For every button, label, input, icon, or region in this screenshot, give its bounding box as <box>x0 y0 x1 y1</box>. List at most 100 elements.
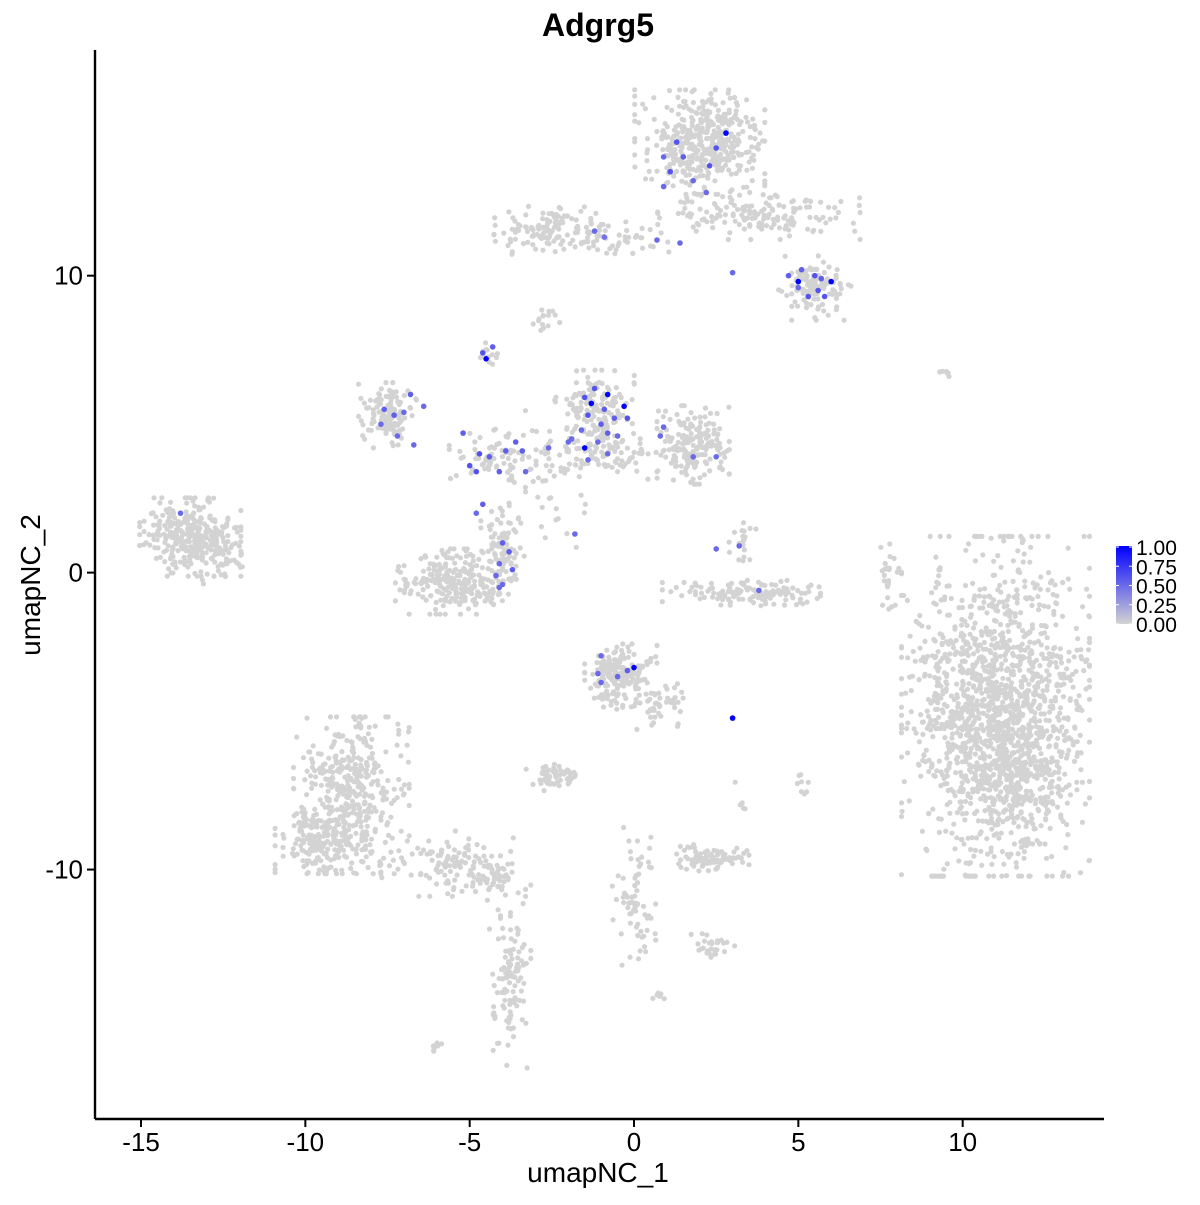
cell-point <box>725 90 731 96</box>
cell-point <box>391 786 397 792</box>
cell-point <box>185 573 191 579</box>
cell-point <box>380 788 386 795</box>
cell-point <box>705 169 711 175</box>
cell-point <box>1046 784 1052 791</box>
cell-point <box>987 648 993 654</box>
cell-point <box>663 699 670 705</box>
cell-point <box>984 773 990 779</box>
cell-point <box>533 428 540 434</box>
cell-point <box>440 551 446 557</box>
cell-point <box>923 747 929 753</box>
cell-point <box>443 578 449 584</box>
cell-point <box>968 612 974 618</box>
cell-point <box>979 678 985 684</box>
cell-point <box>457 860 463 866</box>
cell-point <box>510 989 516 995</box>
cell-point <box>613 460 619 466</box>
cell-point <box>614 456 621 462</box>
cell-point <box>1046 662 1052 668</box>
cell-point <box>569 429 575 435</box>
cell-point <box>1043 717 1049 723</box>
cell-point <box>1022 837 1028 843</box>
cell-point <box>346 822 352 828</box>
cell-point <box>688 410 694 416</box>
cell-point <box>691 87 697 93</box>
cell-point <box>1055 735 1061 741</box>
cell-point <box>712 178 718 184</box>
cell-point <box>705 175 711 181</box>
cell-point <box>737 192 743 198</box>
cell-point <box>1030 759 1036 765</box>
cell-point <box>535 475 542 481</box>
cell-point <box>438 868 444 874</box>
cell-point <box>485 566 491 572</box>
cell-point <box>691 458 697 464</box>
cell-point <box>1007 709 1013 715</box>
cell-point <box>452 877 458 883</box>
cell-point <box>933 585 939 591</box>
cell-point <box>536 222 542 228</box>
cell-point <box>659 587 665 593</box>
cell-point <box>488 444 495 450</box>
cell-point <box>578 465 584 471</box>
cell-point <box>324 855 331 861</box>
cell-point <box>443 587 449 593</box>
cell-point <box>803 300 810 306</box>
cell-point <box>150 510 156 516</box>
cell-point <box>637 436 643 442</box>
cell-point <box>919 828 926 834</box>
cell-point <box>717 426 723 432</box>
cell-point <box>698 432 704 438</box>
cell-point <box>678 463 684 469</box>
cell-point <box>522 408 529 414</box>
cell-point <box>677 708 684 715</box>
cell-point <box>392 580 398 586</box>
cell-point <box>585 374 591 380</box>
cell-point <box>528 882 534 888</box>
cell-point <box>468 575 474 581</box>
cell-point <box>211 534 217 540</box>
cell-point <box>365 864 371 871</box>
cell-point <box>369 736 375 743</box>
cell-point <box>1052 698 1058 704</box>
cell-point <box>1023 788 1029 794</box>
cell-point <box>705 123 711 129</box>
cell-point <box>604 400 611 406</box>
cell-point <box>594 406 600 412</box>
cell-point <box>1029 602 1035 609</box>
cell-point <box>802 271 808 277</box>
cell-point <box>766 211 772 217</box>
cell-point <box>515 931 521 937</box>
cell-point <box>478 518 484 524</box>
cell-point <box>492 552 498 558</box>
cell-point <box>577 445 583 452</box>
cell-point <box>1015 739 1021 745</box>
cell-point <box>960 786 967 793</box>
cell-point <box>806 204 813 210</box>
cell-point <box>1036 745 1043 751</box>
cell-point <box>624 227 630 234</box>
cell-point <box>993 727 999 733</box>
cell-point <box>680 210 686 216</box>
cell-point <box>657 703 663 709</box>
cell-point <box>290 764 297 771</box>
cell-point <box>200 504 207 510</box>
cell-point <box>997 775 1003 782</box>
cell-point <box>964 648 970 654</box>
cell-point <box>743 203 749 209</box>
cell-point <box>948 595 954 602</box>
cell-point <box>487 588 493 595</box>
cell-point <box>495 936 501 942</box>
cell-point <box>962 582 969 589</box>
cell-point <box>966 738 972 744</box>
cell-point <box>722 156 728 162</box>
cell-point <box>440 603 446 609</box>
cell-point <box>759 208 765 214</box>
cell-point <box>465 606 472 612</box>
cell-point <box>1077 870 1084 876</box>
cell-point <box>1058 682 1064 688</box>
cell-point <box>939 707 945 713</box>
cell-point <box>333 817 339 823</box>
cell-point <box>444 839 450 845</box>
cell-point <box>612 660 618 666</box>
